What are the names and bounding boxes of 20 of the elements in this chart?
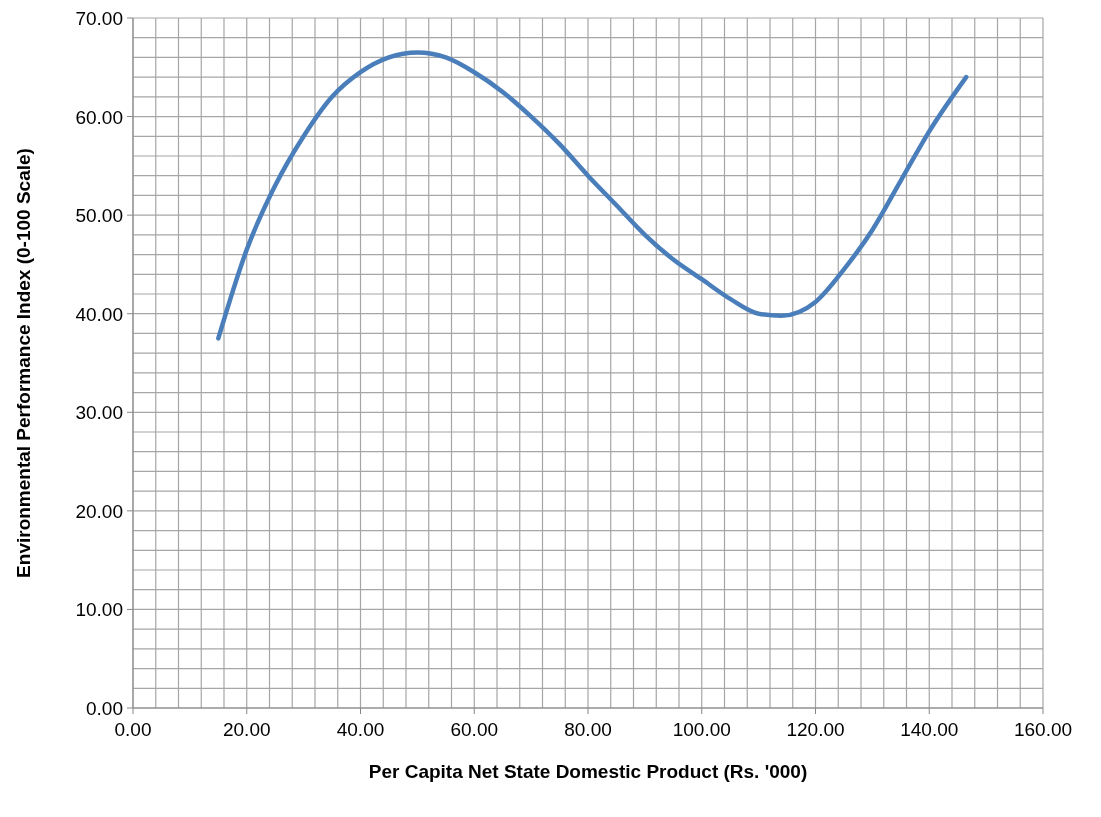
line-series xyxy=(216,50,969,341)
y-tick-label: 60.00 xyxy=(75,106,123,128)
y-tick-label: 50.00 xyxy=(75,205,123,227)
y-axis-title: Environmental Performance Index (0-100 Scale) xyxy=(12,148,34,578)
x-axis-title: Per Capita Net State Domestic Product (Rs. '000) xyxy=(368,761,808,782)
x-tick-label: 80.00 xyxy=(564,719,612,740)
y-tick-label: 30.00 xyxy=(75,402,123,424)
y-tick-label: 10.00 xyxy=(75,599,123,621)
y-tick-label: 70.00 xyxy=(75,8,123,29)
x-tick-label: 0.00 xyxy=(114,719,152,740)
y-tick-label: 0.00 xyxy=(86,698,123,719)
x-tick-label: 20.00 xyxy=(222,719,271,740)
x-tick-label: 100.00 xyxy=(672,719,731,740)
y-tick-label: 20.00 xyxy=(75,500,123,522)
x-tick-label: 60.00 xyxy=(450,719,499,740)
x-tick-label: 140.00 xyxy=(900,719,959,740)
x-tick-label: 40.00 xyxy=(336,719,385,740)
y-tick-label: 40.00 xyxy=(75,303,123,325)
x-tick-label: 120.00 xyxy=(786,719,845,740)
x-tick-label: 160.00 xyxy=(1013,719,1073,740)
